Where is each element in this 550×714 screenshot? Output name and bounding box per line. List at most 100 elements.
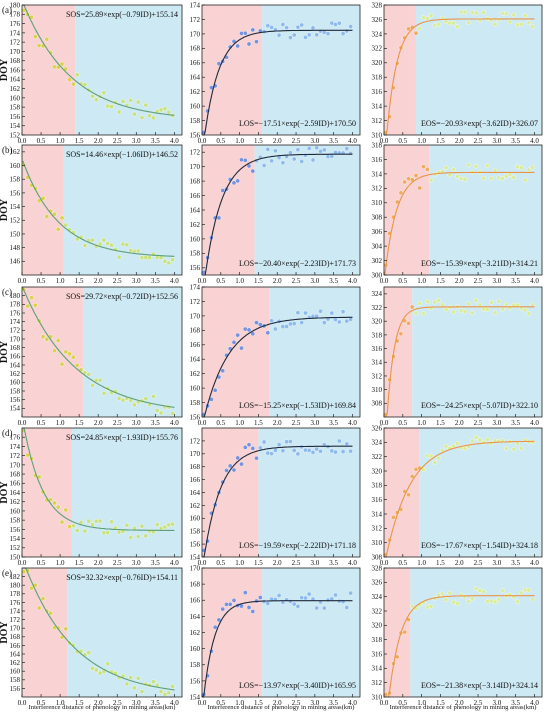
data-point — [291, 32, 297, 38]
data-point — [59, 361, 65, 367]
y-tick-label: 176 — [10, 599, 21, 607]
y-tick-label: 166 — [190, 476, 201, 484]
y-tick-label: 314 — [372, 359, 383, 367]
data-point — [170, 521, 175, 527]
y-tick-label: 174 — [190, 1, 201, 9]
data-point — [424, 167, 430, 172]
x-tick-label: 2.0 — [455, 699, 464, 707]
y-tick-label: 300 — [372, 271, 383, 279]
data-point — [436, 455, 441, 461]
data-point — [250, 168, 256, 174]
y-tick-label: 156 — [10, 189, 21, 197]
y-axis-label: DOY — [0, 481, 10, 504]
x-tick-label: 2.0 — [94, 559, 103, 567]
x-tick-label: 4.0 — [530, 277, 539, 285]
data-point — [500, 588, 505, 593]
data-point — [477, 437, 483, 443]
fit-equation: LOS=−19.59×exp(−2.22ID)+171.18 — [239, 541, 356, 550]
data-point — [417, 185, 423, 191]
data-point — [246, 605, 252, 610]
y-tick-label: 326 — [372, 424, 383, 432]
fit-equation: SOS=14.46×exp(−1.06ID)+146.52 — [66, 150, 178, 159]
data-point — [295, 604, 301, 609]
data-point — [94, 519, 99, 524]
y-tick-label: 318 — [372, 636, 383, 644]
data-point — [59, 61, 65, 67]
data-point — [340, 309, 346, 315]
data-point — [458, 9, 464, 15]
data-point — [90, 237, 95, 243]
panel-los-4: 154 156 158 160 162 164 166 168 170 172 0.0 0.5 1.0 1… — [190, 427, 361, 567]
x-tick-label: 4.0 — [348, 277, 357, 285]
data-point — [128, 675, 133, 680]
data-point — [500, 176, 505, 181]
y-axis-label: DOY — [0, 621, 10, 644]
x-tick-label: 4.0 — [530, 419, 539, 427]
y-tick-label: 156 — [10, 685, 21, 693]
y-tick-label: 166 — [10, 353, 21, 361]
x-tick-label: 0.5 — [216, 137, 225, 145]
y-tick-label: 152 — [10, 217, 21, 225]
y-tick-label: 156 — [190, 677, 201, 685]
data-point — [447, 590, 453, 596]
y-tick-label: 170 — [10, 335, 21, 343]
y-tick-label: 158 — [10, 176, 21, 184]
data-point — [158, 689, 164, 694]
data-point — [120, 397, 126, 403]
fit-equation: SOS=24.85×exp(−1.93ID)+155.76 — [66, 433, 178, 442]
y-tick-label: 160 — [10, 507, 21, 515]
data-point — [424, 15, 430, 21]
x-tick-label: 4.0 — [170, 419, 179, 427]
data-point — [220, 368, 225, 374]
y-tick-label: 164 — [190, 74, 201, 82]
x-tick-label: 3.5 — [329, 277, 338, 285]
data-point — [526, 311, 532, 317]
data-point — [63, 222, 69, 228]
x-tick-label: 2.5 — [113, 559, 122, 567]
data-point — [473, 163, 479, 169]
far-region — [67, 568, 182, 697]
data-point — [481, 175, 487, 181]
data-point — [473, 434, 479, 440]
data-point — [55, 64, 61, 70]
fit-equation: EOS=−21.38×exp(−3.14ID)+324.14 — [421, 681, 538, 690]
data-point — [511, 446, 517, 452]
data-point — [101, 90, 107, 96]
x-tick-label: 0.5 — [398, 699, 407, 707]
x-tick-label: 4.0 — [530, 559, 539, 567]
data-point — [224, 468, 229, 473]
data-point — [340, 449, 346, 454]
data-point — [101, 390, 107, 396]
y-tick-label: 310 — [372, 386, 383, 394]
data-point — [288, 35, 293, 40]
data-point — [321, 320, 327, 325]
data-point — [33, 302, 38, 308]
y-tick-label: 322 — [372, 453, 383, 461]
data-point — [86, 371, 91, 377]
data-point — [109, 519, 114, 525]
data-point — [151, 115, 156, 121]
data-point — [116, 254, 122, 260]
data-point — [120, 241, 126, 247]
x-tick-label: 0.0 — [18, 277, 27, 285]
data-point — [154, 408, 160, 413]
x-tick-label: 2.5 — [474, 137, 483, 145]
data-point — [265, 147, 271, 152]
x-tick-label: 3.0 — [132, 559, 141, 567]
data-point — [344, 146, 350, 151]
data-point — [530, 439, 535, 445]
data-point — [284, 439, 289, 445]
x-tick-label: 1.5 — [254, 277, 263, 285]
data-point — [492, 167, 498, 173]
data-point — [318, 28, 323, 34]
data-point — [424, 604, 430, 610]
data-point — [280, 160, 286, 166]
data-point — [120, 99, 126, 104]
data-point — [132, 248, 137, 254]
y-tick-label: 310 — [372, 131, 383, 139]
x-tick-label: 2.0 — [94, 419, 103, 427]
x-tick-label: 3.0 — [310, 699, 319, 707]
x-tick-label: 2.5 — [113, 419, 122, 427]
y-tick-label: 158 — [190, 528, 201, 536]
data-point — [94, 97, 99, 103]
